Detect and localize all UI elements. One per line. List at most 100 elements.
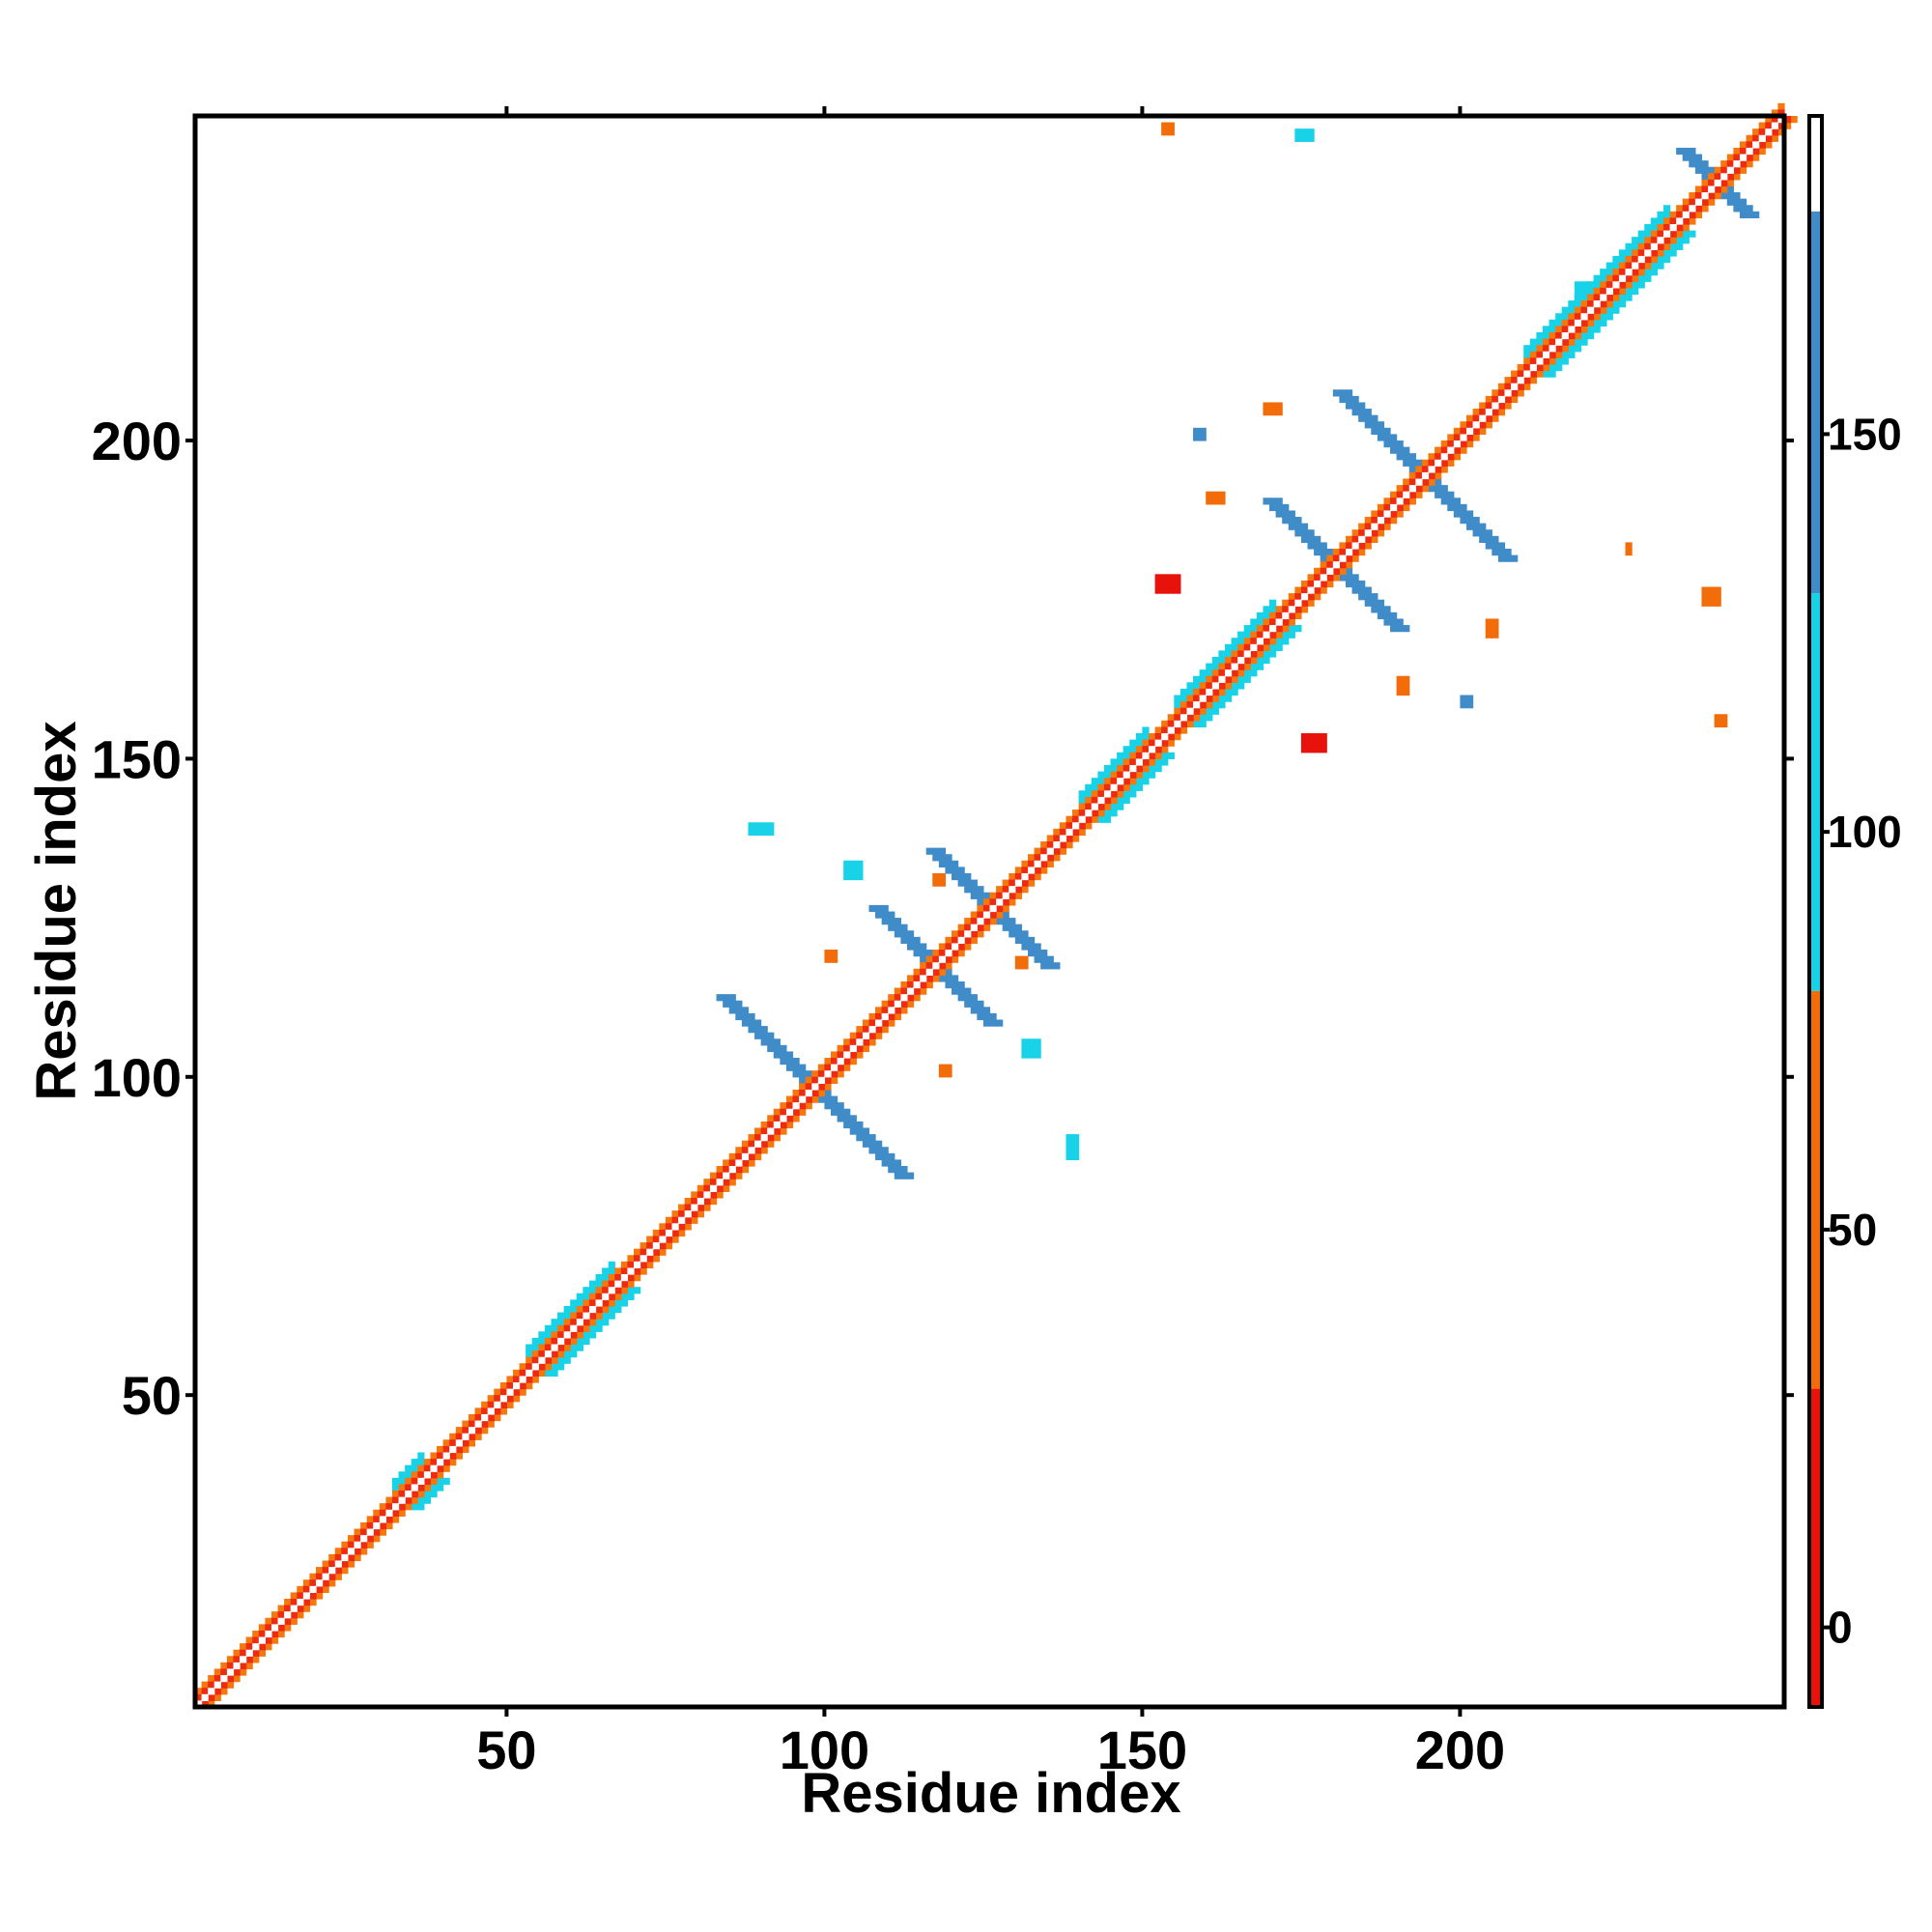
diagonal-cell (843, 1058, 851, 1065)
diagonal-cell (894, 1012, 901, 1021)
contact-cell (1307, 128, 1315, 136)
contact-cell (1466, 701, 1474, 709)
diagonal-cell (347, 1541, 355, 1548)
diagonal-cell (1103, 796, 1112, 805)
y-axis-label: Residue index (25, 721, 88, 1100)
diagonal-cell (1275, 625, 1283, 633)
diagonal-cell (1676, 211, 1684, 219)
diagonal-cell (799, 1108, 807, 1116)
diagonal-cell (1300, 599, 1309, 607)
diagonal-cell (849, 1038, 857, 1046)
contact-cell (1574, 300, 1582, 308)
contact-cell (982, 1019, 991, 1027)
diagonal-cell (252, 1636, 260, 1644)
diagonal-cell (1657, 242, 1664, 250)
contact-cell (1650, 269, 1658, 276)
diagonal-cell (1161, 746, 1169, 753)
diagonal-cell (639, 1267, 647, 1275)
contact-cell (531, 1344, 539, 1351)
diagonal-cell (1428, 478, 1435, 486)
diagonal-cell (1351, 542, 1359, 550)
diagonal-cell (468, 1427, 476, 1435)
contact-cell (1466, 517, 1474, 525)
diagonal-cell (258, 1630, 266, 1638)
diagonal-cell (252, 1643, 260, 1651)
diagonal-cell (1053, 835, 1061, 842)
diagonal-cell (1460, 427, 1467, 435)
diagonal-cell (245, 1656, 253, 1663)
diagonal-cell (1460, 446, 1467, 454)
diagonal-cell (1211, 669, 1219, 677)
diagonal-cell (1193, 714, 1201, 722)
diagonal-cell (1072, 822, 1080, 830)
diagonal-cell (1765, 122, 1773, 129)
contact-cell (900, 1166, 908, 1174)
contact-cell (1689, 160, 1696, 168)
diagonal-cell (608, 1299, 615, 1307)
diagonal-cell (1085, 815, 1093, 823)
contact-cell (785, 1064, 794, 1071)
contact-cell (1224, 695, 1233, 702)
diagonal-cell (875, 1026, 883, 1034)
diagonal-cell (1186, 707, 1194, 715)
diagonal-cell (646, 1248, 654, 1256)
diagonal-cell (805, 1083, 812, 1091)
diagonal-cell (1548, 331, 1556, 340)
diagonal-cell (417, 1491, 425, 1498)
diagonal-cell (423, 1477, 432, 1486)
diagonal-cell (805, 1095, 812, 1103)
diagonal-cell (513, 1382, 521, 1390)
contact-cell (1720, 714, 1728, 722)
diagonal-cell (977, 918, 984, 925)
diagonal-cell (982, 923, 991, 931)
contact-cell (1161, 586, 1169, 594)
diagonal-cell (652, 1242, 660, 1250)
contact-cell (582, 1287, 590, 1294)
contact-cell (964, 872, 972, 881)
diagonal-cell (557, 1337, 565, 1346)
contact-cell (1161, 580, 1169, 588)
diagonal-cell (773, 1115, 781, 1122)
diagonal-cell (1307, 586, 1315, 594)
contact-cell (1440, 497, 1448, 505)
diagonal-cell (208, 1681, 215, 1689)
diagonal-cell (913, 968, 921, 976)
diagonal-cell (1149, 733, 1156, 741)
contact-cell (1117, 803, 1124, 810)
contact-cell (1472, 523, 1480, 530)
diagonal-cell (1529, 377, 1537, 384)
contact-cell (1377, 599, 1385, 607)
contact-cell (1466, 695, 1474, 702)
diagonal-cell (1358, 542, 1366, 550)
diagonal-cell (341, 1548, 349, 1555)
diagonal-cell (1447, 459, 1455, 467)
contact-cell (868, 1134, 876, 1142)
diagonal-cell (691, 1216, 698, 1224)
diagonal-cell (1555, 351, 1563, 358)
contact-cell (970, 892, 978, 899)
contact-cell (760, 822, 768, 830)
diagonal-cell (831, 1051, 838, 1059)
diagonal-cell (1288, 599, 1295, 607)
diagonal-cell (1371, 535, 1378, 543)
contact-cell (620, 1293, 629, 1300)
diagonal-cell (1632, 269, 1639, 276)
diagonal-cell (442, 1445, 450, 1454)
diagonal-cell (1078, 815, 1086, 823)
diagonal-cell (1009, 892, 1016, 899)
contact-cell (1485, 529, 1492, 537)
contact-cell (1307, 134, 1315, 142)
contact-cell (760, 1038, 768, 1046)
contact-cell (417, 1496, 425, 1504)
diagonal-cell (1650, 249, 1658, 257)
contact-cell (1256, 656, 1264, 665)
diagonal-cell (277, 1624, 285, 1632)
contact-cell (1009, 930, 1016, 938)
diagonal-cell (366, 1528, 374, 1536)
diagonal-cell (233, 1675, 241, 1683)
diagonal-cell (328, 1560, 336, 1568)
diagonal-cell (925, 968, 933, 976)
diagonal-cell (792, 1102, 800, 1110)
diagonal-cell (728, 1152, 736, 1161)
contact-cell (875, 1152, 883, 1161)
